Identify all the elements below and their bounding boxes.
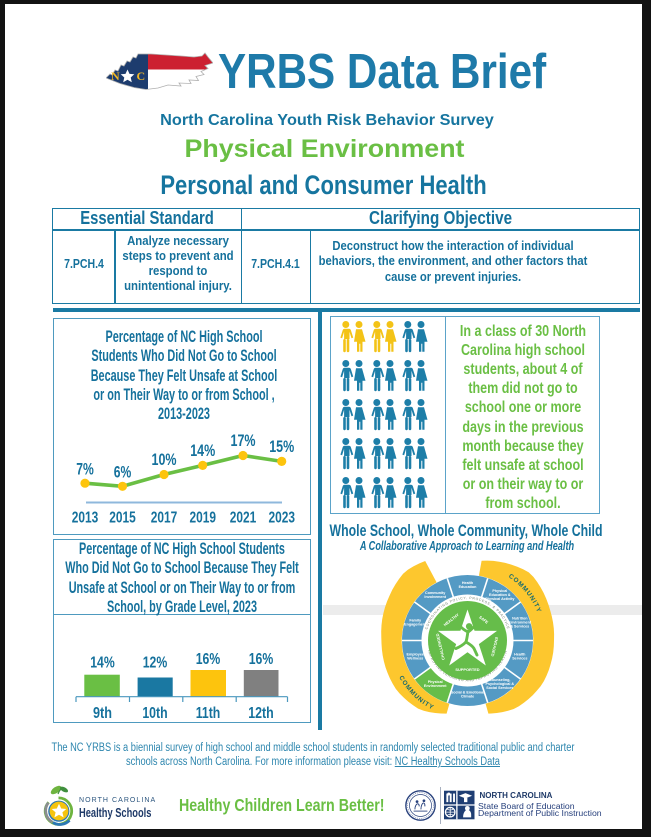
svg-text:17%: 17% [230,432,255,450]
svg-text:12%: 12% [142,655,167,672]
svg-text:6%: 6% [113,464,131,482]
svg-text:Counseling,Psychological &Soci: Counseling, Psychological & Social Service… [486,678,515,690]
svg-text:16%: 16% [248,651,273,668]
svg-text:12th: 12th [248,705,274,722]
svg-text:7%: 7% [76,461,94,479]
svg-text:2013: 2013 [71,510,98,527]
svg-text:CHALLENGED: CHALLENGED [435,633,446,661]
svg-text:SAFE: SAFE [478,614,490,625]
svg-text:2015: 2015 [109,510,136,527]
svg-text:2023: 2023 [268,510,295,527]
svg-text:2017: 2017 [150,510,177,527]
svg-text:10th: 10th [142,705,167,722]
svg-text:2019: 2019 [189,510,216,527]
svg-text:C: C [137,69,146,83]
svg-text:15%: 15% [269,438,294,456]
svg-text:14%: 14% [90,655,115,672]
svg-text:ENGAGED: ENGAGED [490,637,499,657]
svg-text:2021: 2021 [229,510,256,527]
svg-text:11th: 11th [195,705,220,722]
svg-text:SUPPORTED: SUPPORTED [455,667,479,672]
svg-text:14%: 14% [190,442,215,460]
svg-text:10%: 10% [151,451,176,469]
svg-text:16%: 16% [195,651,220,668]
svg-text:N: N [111,69,120,83]
svg-text:9th: 9th [93,705,112,722]
